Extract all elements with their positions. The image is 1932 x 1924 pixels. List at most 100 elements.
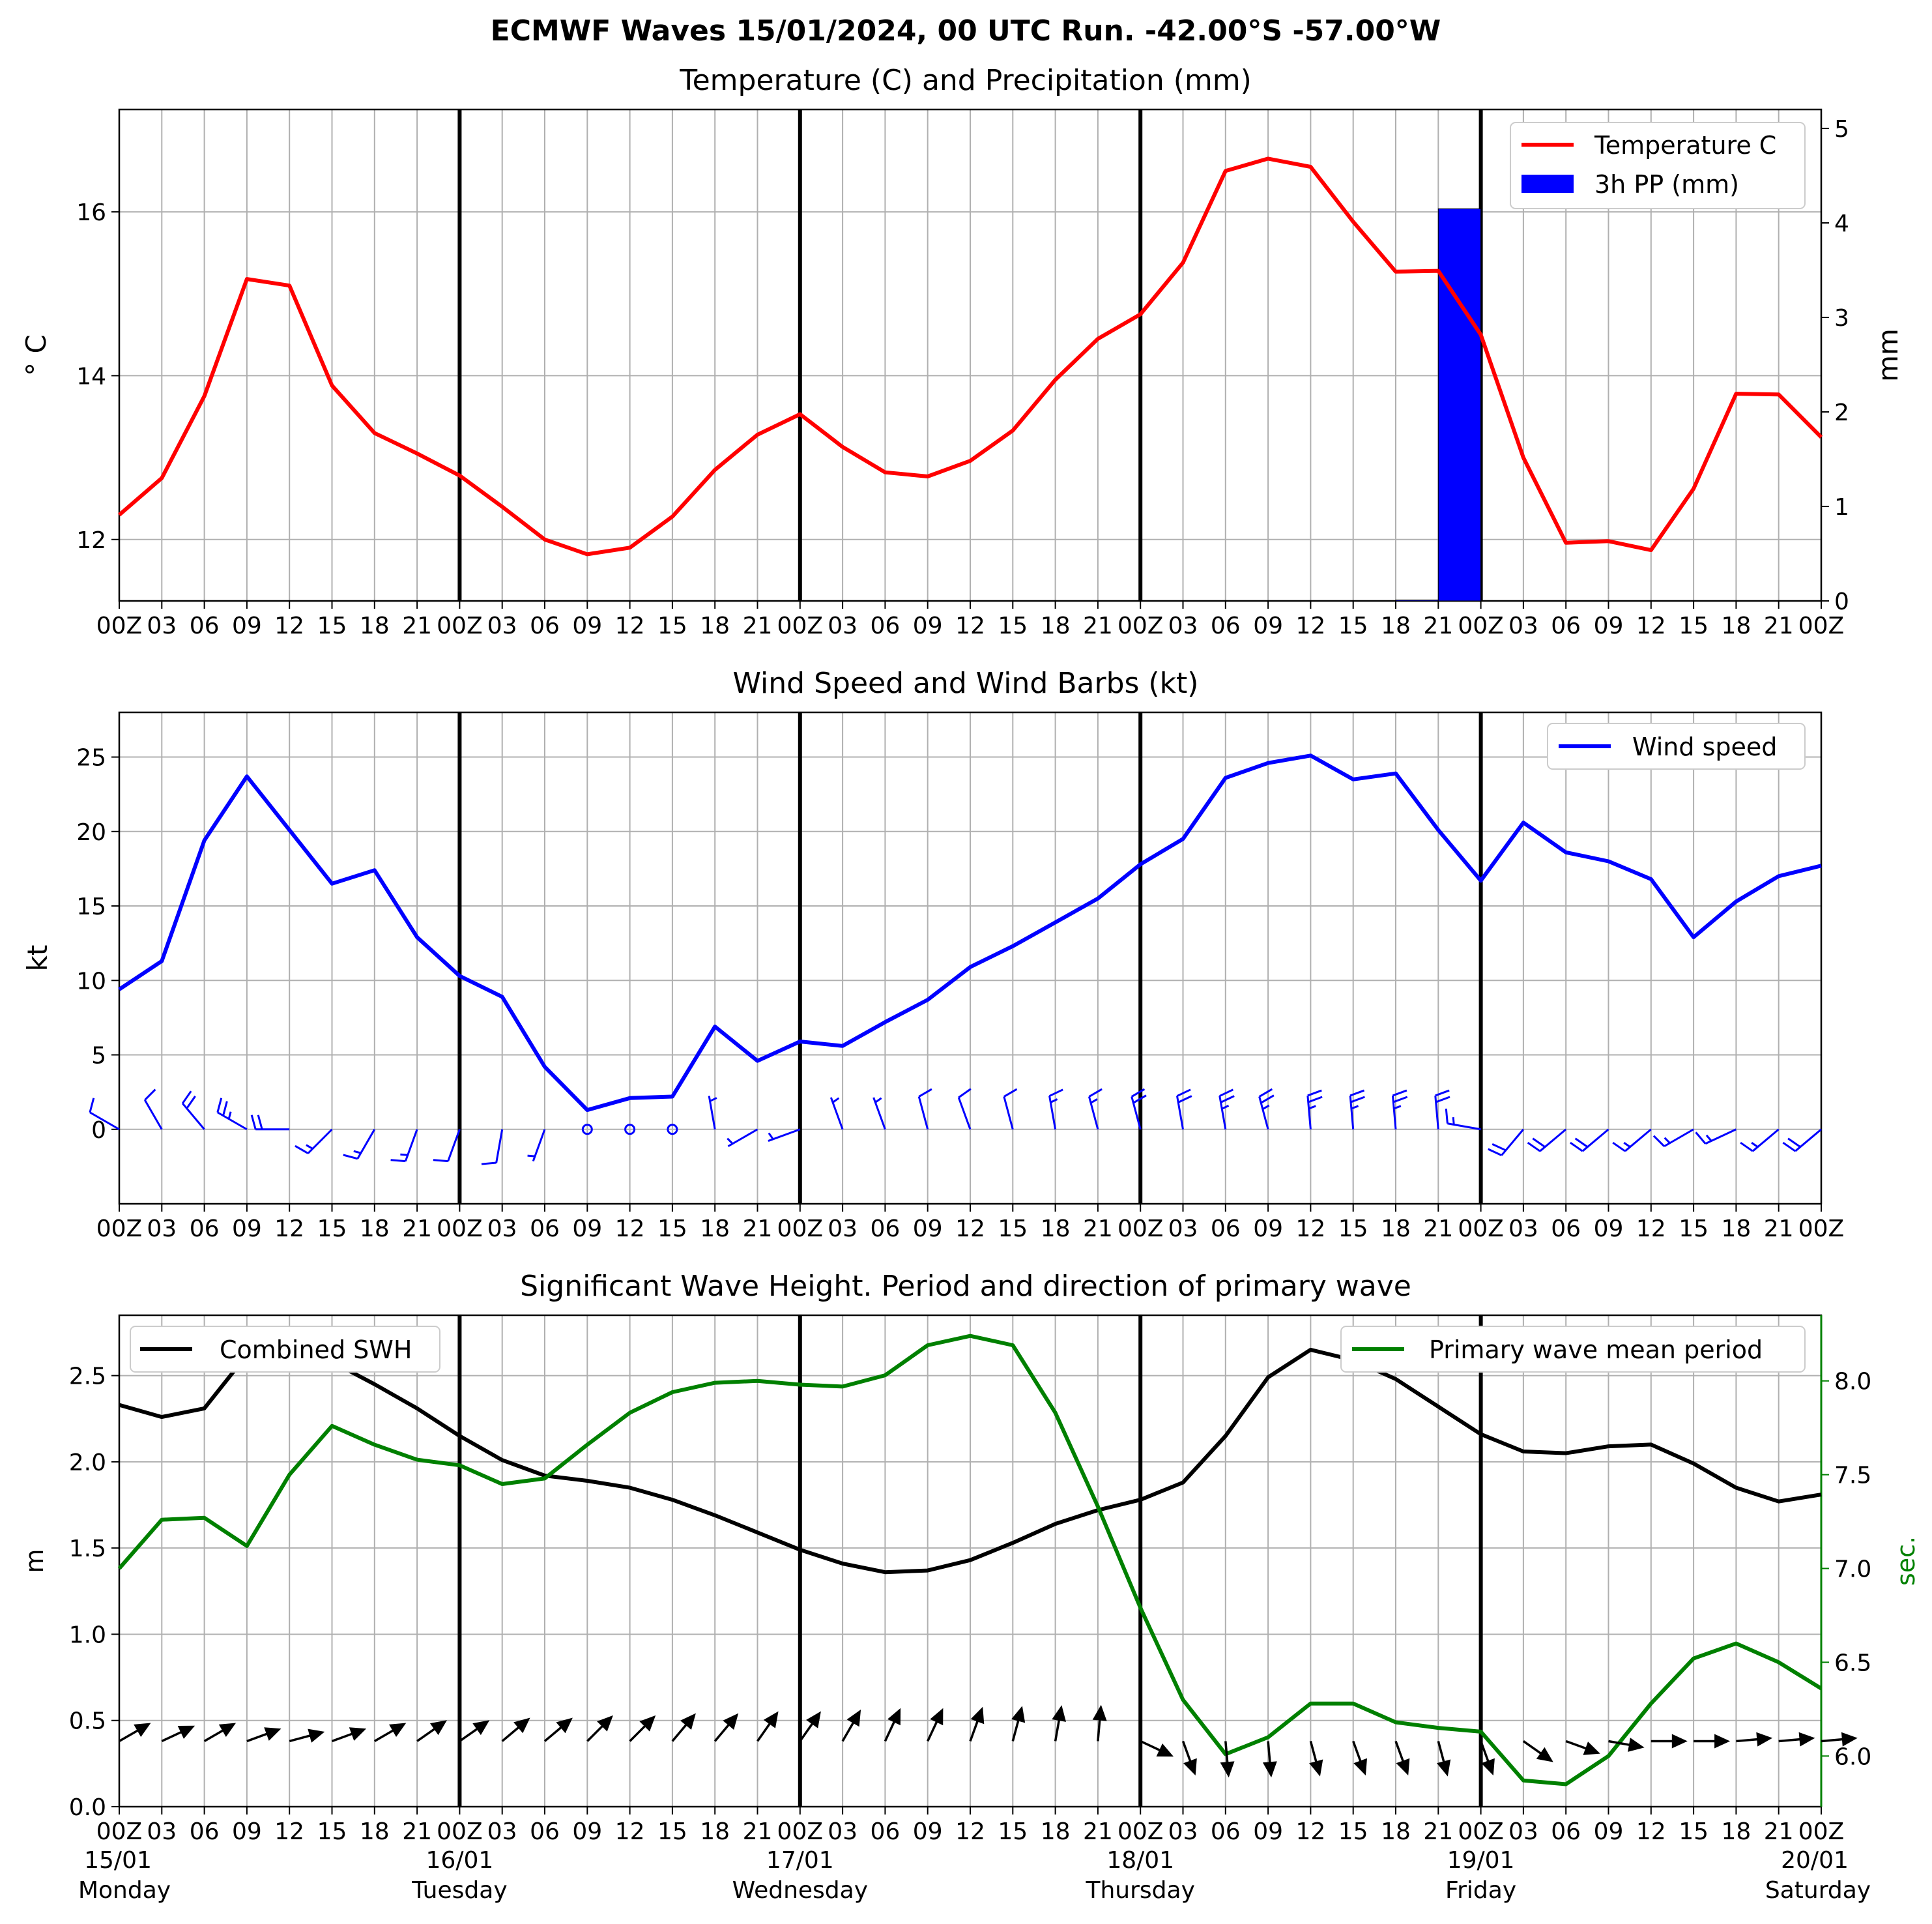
wind-barb-feather: [1392, 1096, 1408, 1103]
x-tick-label: 06: [1211, 613, 1241, 639]
legend-period-label: Primary wave mean period: [1429, 1335, 1763, 1364]
x-tick-label: 00Z: [1798, 613, 1844, 639]
wind-barb-shaft: [1752, 1128, 1780, 1152]
x-tick-label: 15: [998, 613, 1028, 639]
wind-barb-shaft: [1539, 1128, 1567, 1152]
day-name-label: Tuesday: [411, 1877, 507, 1904]
x-tick-label: 21: [1083, 1216, 1113, 1242]
x-tick-label: 09: [572, 613, 602, 639]
y-tick-label: 15: [76, 894, 106, 920]
x-tick-label: 21: [743, 613, 773, 639]
x-tick-label: 12: [1636, 1216, 1666, 1242]
wind-barb-feather: [1219, 1088, 1234, 1097]
wind-barb-half-feather: [1351, 1105, 1359, 1110]
x-tick-label: 12: [955, 613, 985, 639]
wave-arrow-head: [1220, 1761, 1235, 1778]
panel2-legend: Wind speed: [1547, 723, 1806, 770]
day-name-label: Thursday: [1085, 1877, 1194, 1904]
x-tick-label: 09: [1594, 613, 1624, 639]
x-tick-label: 06: [530, 1216, 560, 1242]
x-tick-label: 12: [1636, 613, 1666, 639]
wind-barb-half-feather: [709, 1097, 717, 1102]
x-tick-label: 12: [1295, 1818, 1325, 1845]
x-tick-label: 00Z: [1798, 1216, 1844, 1242]
wave-arrow-head: [430, 1720, 447, 1736]
x-tick-label: 00Z: [1117, 1216, 1163, 1242]
wave-arrow-head: [930, 1708, 944, 1726]
wind-barb-shaft: [1003, 1096, 1014, 1130]
x-tick-label: 03: [147, 1216, 177, 1242]
wind-barb-feather: [1349, 1089, 1365, 1097]
x-tick-label: 12: [1295, 613, 1325, 639]
wind-barb-shaft: [727, 1128, 758, 1148]
panel2-title: Wind Speed and Wind Barbs (kt): [733, 667, 1199, 700]
wind-barb-feather: [1220, 1095, 1235, 1103]
legend-box: [1547, 723, 1806, 770]
x-tick-label: 03: [1168, 1818, 1198, 1845]
wind-barb-half-feather: [227, 1111, 232, 1120]
y2-tick-label: 4: [1834, 211, 1849, 237]
wind-barb-feather: [1527, 1141, 1541, 1152]
day-name-label: Monday: [78, 1877, 171, 1904]
wind-barb-shaft: [917, 1096, 929, 1130]
x-tick-label: 00Z: [437, 613, 482, 639]
x-tick-label: 18: [1041, 1818, 1071, 1845]
x-tick-label: 15: [657, 1216, 687, 1242]
legend-temperature-label: Temperature C: [1594, 131, 1776, 160]
x-tick-label: 09: [1253, 613, 1283, 639]
y2-tick-label: 7.5: [1834, 1463, 1871, 1489]
wave-arrow-head: [597, 1715, 613, 1732]
x-tick-label: 00Z: [1117, 613, 1163, 639]
x-tick-label: 12: [615, 1216, 645, 1242]
wave-arrow-head: [218, 1723, 237, 1737]
wind-barb-feather: [1088, 1088, 1103, 1098]
wind-barb-feather: [1435, 1096, 1450, 1103]
wave-arrow-head: [1262, 1761, 1277, 1778]
x-tick-label: 00Z: [96, 613, 142, 639]
x-tick-label: 21: [1423, 1818, 1453, 1845]
x-tick-label: 03: [1168, 1216, 1198, 1242]
x-tick-label: 09: [1594, 1818, 1624, 1845]
wave-arrow-head: [1628, 1738, 1645, 1752]
x-tick-label: 15: [1338, 1818, 1368, 1845]
panel1-y2-label: mm: [1872, 328, 1904, 382]
y-tick-label: 0: [91, 1117, 106, 1144]
wave-arrow-head: [1756, 1732, 1773, 1747]
wind-barb-feather: [144, 1088, 156, 1101]
wind-barb-feather: [186, 1095, 196, 1109]
x-tick-label: 06: [1551, 1216, 1581, 1242]
wind-barb-half-feather: [1664, 1137, 1671, 1144]
wind-barb-feather: [1570, 1141, 1583, 1152]
y-tick-label: 1.5: [69, 1536, 106, 1562]
x-tick-label: 03: [487, 1216, 517, 1242]
wind-barb-feather: [295, 1144, 309, 1154]
legend-box: [130, 1326, 440, 1373]
wind-barb-feather: [481, 1161, 497, 1165]
y-tick-label: 10: [76, 968, 106, 995]
day-date-label: 19/01: [1447, 1847, 1515, 1874]
x-tick-label: 06: [190, 1216, 220, 1242]
x-tick-label: 03: [487, 613, 517, 639]
x-tick-label: 06: [1551, 613, 1581, 639]
wind-barb-feather: [1435, 1089, 1450, 1097]
x-tick-label: 18: [360, 613, 390, 639]
x-tick-label: 18: [360, 1216, 390, 1242]
x-tick-label: 18: [1381, 1818, 1411, 1845]
wind-barb-half-feather: [1090, 1098, 1098, 1104]
wind-barb-shaft: [217, 1111, 248, 1131]
x-tick-label: 12: [1295, 1216, 1325, 1242]
wave-arrow-head: [1183, 1758, 1197, 1776]
x-tick-label: 09: [913, 1818, 943, 1845]
wind-barb-feather: [1132, 1094, 1147, 1104]
wave-arrow-head: [134, 1723, 151, 1737]
wind-barb-half-feather: [1623, 1142, 1631, 1148]
wind-barb-shaft: [1795, 1128, 1822, 1152]
x-tick-label: 21: [743, 1216, 773, 1242]
x-tick-label: 03: [828, 1818, 858, 1845]
x-tick-label: 21: [402, 1216, 432, 1242]
day-date-label: 17/01: [766, 1847, 834, 1874]
day-date-label: 16/01: [426, 1847, 494, 1874]
y-tick-label: 0.0: [69, 1794, 106, 1821]
x-tick-label: 00Z: [777, 1216, 823, 1242]
